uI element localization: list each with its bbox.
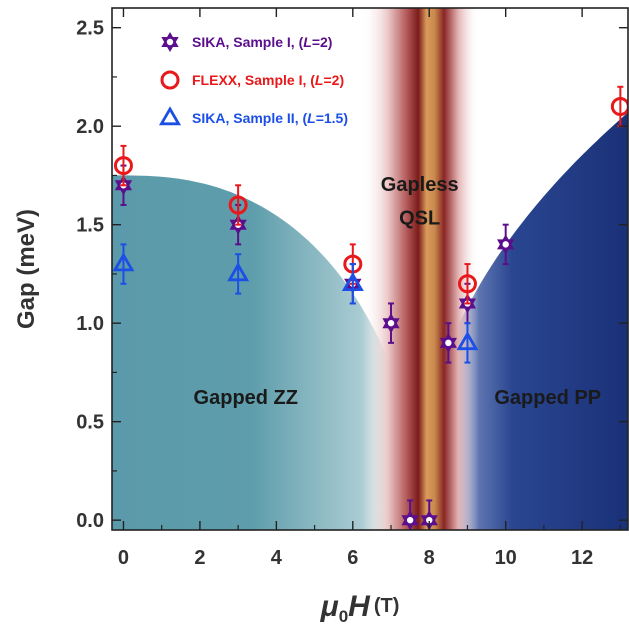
star-marker-core <box>426 516 433 524</box>
x-axis-label-sub: 0 <box>339 607 348 626</box>
star-marker-core <box>406 516 414 524</box>
y-tick-label: 0.0 <box>76 510 104 532</box>
legend: SIKA, Sample I, (L=2)FLEXX, Sample I, (L… <box>158 32 348 126</box>
plot-frame <box>111 7 629 531</box>
legend-item: SIKA, Sample I, (L=2) <box>161 32 332 52</box>
legend-label-part: =1.5) <box>316 110 348 126</box>
circle-marker <box>228 195 248 215</box>
circle-marker <box>160 70 180 90</box>
legend-label-part: L <box>307 110 316 126</box>
data-point <box>341 263 364 305</box>
star-marker-core <box>502 241 509 248</box>
region-label-qsl: QSL <box>399 208 440 230</box>
legend-label: FLEXX, Sample I, (L=2) <box>192 72 344 88</box>
x-axis-label-h: H <box>348 590 371 623</box>
x-tick-label: 6 <box>347 547 358 569</box>
x-tick-label: 8 <box>424 547 435 569</box>
x-tick-label: 0 <box>118 547 129 569</box>
triangle-marker <box>112 252 135 272</box>
triangle-marker <box>227 262 250 282</box>
series-triangle <box>112 243 479 364</box>
region-label-gapped-zz: Gapped ZZ <box>194 387 298 409</box>
region-gapless-qsl <box>362 8 479 530</box>
x-tick-label: 4 <box>271 547 283 569</box>
region-label-gapless: Gapless <box>381 174 459 196</box>
series-circle <box>113 85 628 305</box>
circle-marker <box>113 156 133 176</box>
circle-marker <box>457 274 477 294</box>
y-tick-label: 1.0 <box>76 313 104 335</box>
data-point <box>112 243 135 285</box>
data-point <box>227 253 250 295</box>
star-marker-core <box>166 38 174 46</box>
x-tick-label: 10 <box>495 547 517 569</box>
x-axis-label: μ0H (T) <box>320 590 400 626</box>
legend-label-part: FLEXX, Sample I, ( <box>192 72 315 88</box>
data-point <box>439 322 457 364</box>
legend-label-part: L <box>303 34 312 50</box>
x-axis-label-mu: μ <box>320 590 339 623</box>
plot-area <box>112 8 628 530</box>
legend-label: SIKA, Sample II, (L=1.5) <box>192 110 348 126</box>
region-label-gapped-pp: Gapped PP <box>494 387 601 409</box>
data-point <box>382 302 400 344</box>
triangle-marker <box>341 272 364 292</box>
data-marks <box>112 85 628 530</box>
legend-label-part: SIKA, Sample II, ( <box>192 110 307 126</box>
data-point <box>401 499 419 530</box>
y-tick-label: 1.5 <box>76 215 104 237</box>
y-tick-label: 2.5 <box>76 18 104 40</box>
legend-item: SIKA, Sample II, (L=1.5) <box>158 106 348 126</box>
legend-item: FLEXX, Sample I, (L=2) <box>160 70 344 90</box>
star-marker-core <box>387 319 395 327</box>
data-point <box>113 144 133 187</box>
x-tick-label: 2 <box>194 547 205 569</box>
legend-label: SIKA, Sample I, (L=2) <box>192 34 332 50</box>
x-axis-label-unit: (T) <box>374 595 400 617</box>
region-gapped-zz <box>112 175 422 530</box>
star-marker-core <box>445 339 452 347</box>
legend-label-part: =2) <box>323 72 344 88</box>
y-tick-label: 2.0 <box>76 116 104 138</box>
triangle-marker <box>158 106 182 126</box>
y-axis-label: Gap (meV) <box>13 209 40 329</box>
y-tick-label: 0.5 <box>76 412 104 434</box>
legend-label-part: SIKA, Sample I, ( <box>192 34 304 50</box>
data-point <box>228 184 248 226</box>
axis-ticks: 0 2 4 6 8 10 12 0.0 0.5 1.0 1.5 2.0 2.5 <box>76 8 628 569</box>
circle-marker <box>610 96 628 116</box>
triangle-marker <box>456 331 479 351</box>
legend-label-part: =2) <box>312 34 333 50</box>
data-point <box>457 263 477 305</box>
data-point <box>497 223 515 266</box>
data-point <box>456 322 479 364</box>
legend-label-part: L <box>315 72 324 88</box>
x-tick-label: 12 <box>571 547 593 569</box>
